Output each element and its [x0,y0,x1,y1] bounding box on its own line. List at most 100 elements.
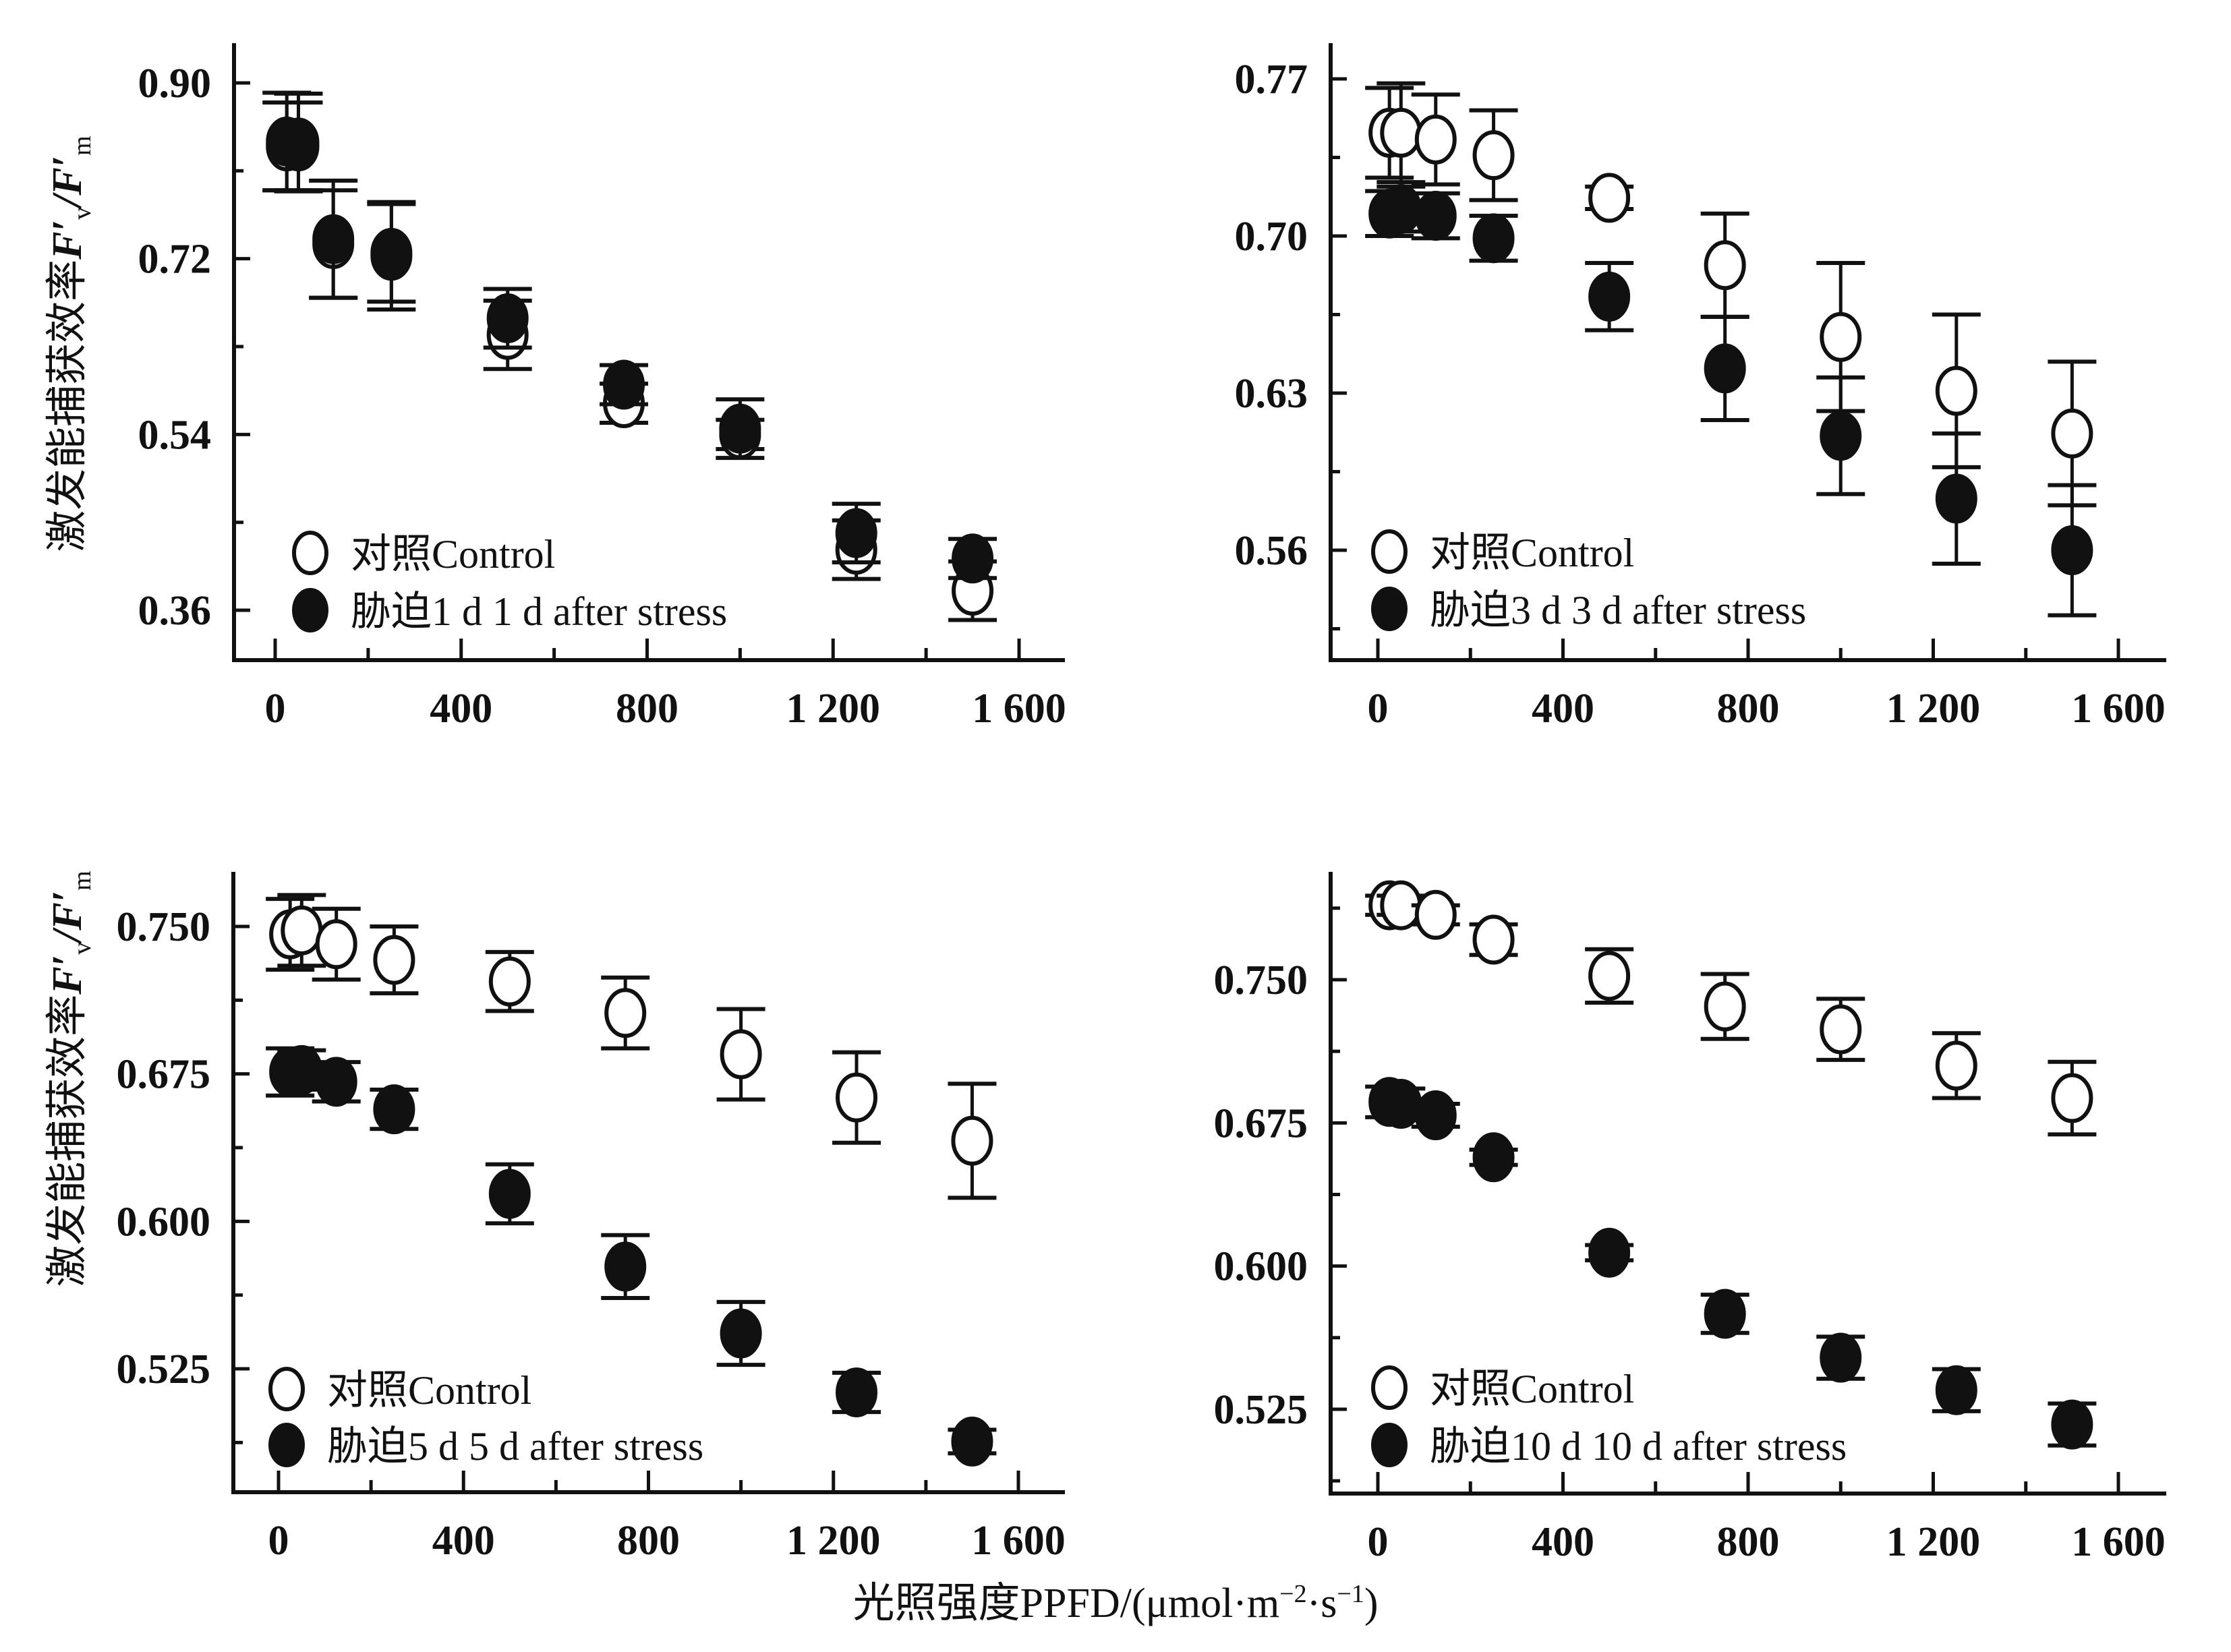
legend-marker-control [1371,1365,1408,1410]
y-tick-label: 0.36 [138,588,212,634]
data-point-control [604,988,647,1038]
data-point-control [1704,981,1746,1032]
data-point-stress [604,1241,647,1292]
x-tick-label: 1 200 [1886,686,1981,732]
x-tick-label: 0 [1368,686,1389,732]
data-point-stress [281,1044,323,1095]
data-point-stress [1704,1289,1746,1339]
data-point-stress [1588,1227,1631,1278]
legend-marker-stress [1371,1423,1408,1467]
panel-bottom-right: 0.750 0.675 0.600 0.525 0 400 800 1 200 1 600 对照C… [1214,872,2166,1565]
data-point-control [2051,408,2093,459]
series-stress [266,1044,997,1467]
data-point-control [836,1072,878,1123]
data-point-stress [719,403,761,454]
y-tick-label: 0.525 [1214,1387,1308,1433]
panel-top-right: 0.77 0.70 0.63 0.56 0 400 800 1 200 1 600 对照Contr… [1235,43,2166,732]
y-tick-label: 0.54 [138,412,212,458]
x-tick-label: 800 [1717,1519,1780,1565]
data-point-stress [1414,191,1457,241]
y-tick-label: 0.90 [138,61,212,107]
legend-marker-stress [1371,587,1408,631]
y-label-symbol1: F′ [45,220,90,260]
x-tick-label: 1 200 [1886,1519,1981,1565]
y-label-prefix: 激发能捕获效率 [45,260,90,552]
data-point-control [1935,365,1977,416]
y-tick-label: 0.600 [117,1199,211,1245]
y-tick-label: 0.56 [1235,528,1308,574]
y-tick-label: 0.77 [1235,57,1308,102]
x-tick-label: 0 [265,686,286,732]
legend-marker-stress [292,588,328,632]
data-point-control [1414,889,1457,940]
y-label-sub1: v [68,207,96,220]
data-point-stress [603,359,645,410]
legend-label-control: 对照Control [351,532,555,577]
data-point-stress [488,1169,531,1219]
x-label-sup1: −2 [1279,1580,1306,1608]
data-point-control [1472,130,1515,181]
data-point-stress [2051,525,2093,575]
data-point-control [488,956,531,1007]
y-label-symbol2: F′ [45,156,90,196]
y-tick-label: 0.72 [138,237,212,283]
x-tick-label: 1 600 [2071,686,2166,732]
data-point-stress [277,117,320,168]
y-tick-label: 0.675 [117,1052,211,1098]
data-point-stress [1472,213,1515,264]
data-point-stress [836,1367,878,1417]
x-tick-label: 800 [617,1518,680,1564]
data-point-control [1472,914,1515,965]
y-axis-label-top: 激发能捕获效率F′v/F′m [45,136,96,552]
data-point-stress [1414,1090,1457,1141]
y-label-symbol1: F′ [45,955,90,995]
legend-marker-stress [268,1423,305,1467]
data-point-stress [2051,1399,2093,1450]
data-point-stress [312,214,355,264]
series-control [1365,880,2097,1137]
x-tick-label: 1 200 [786,1518,881,1564]
data-point-stress [1472,1132,1515,1183]
y-tick-label: 0.750 [117,904,211,950]
data-point-stress [720,1308,762,1359]
series-stress [262,90,997,584]
data-point-stress [373,1084,415,1135]
data-point-stress [315,1057,357,1107]
legend: 对照Control 胁迫3 d 3 d after stress [1371,529,1806,632]
legend-label-control: 对照Control [1430,531,1634,575]
x-axis-label: 光照强度PPFD/(μmol·m−2·s−1) [853,1580,1379,1626]
y-tick-label: 0.600 [1214,1244,1308,1290]
x-tick-label: 1 600 [971,1518,1066,1564]
y-label-sub1: v [68,942,96,955]
panel-top-left: 0.90 0.72 0.54 0.36 0 400 800 1 200 1 600 对照Contr… [138,43,1066,732]
legend-marker-control [268,1367,305,1411]
x-tick-label: 0 [268,1518,289,1564]
legend-marker-control [292,531,328,575]
data-point-control [1380,107,1422,158]
x-label-text: 光照强度PPFD/(μmol·m [853,1581,1280,1626]
data-point-control [720,1029,762,1080]
series-stress [1365,1077,2097,1450]
legend-label-stress: 胁迫10 d 10 d after stress [1430,1424,1847,1469]
x-tick-label: 1 600 [972,686,1066,732]
data-point-control [1588,173,1631,223]
legend-label-control: 对照Control [327,1368,531,1413]
data-point-control [951,1115,993,1166]
x-label-end: ) [1364,1581,1379,1626]
data-point-control [281,905,323,955]
legend-label-stress: 胁迫3 d 3 d after stress [1430,588,1806,632]
x-label-sup2: −1 [1337,1580,1364,1608]
data-point-stress [1704,343,1746,394]
series-control [266,893,997,1200]
y-label-symbol2: F′ [45,891,90,931]
data-point-control [1704,240,1746,291]
x-tick-label: 800 [1717,686,1780,732]
x-label-mid: ·s [1307,1581,1337,1626]
y-tick-label: 0.750 [1214,957,1308,1003]
legend-label-control: 对照Control [1430,1367,1634,1411]
series-stress [1365,184,2097,618]
data-point-stress [1935,473,1977,524]
x-tick-label: 1 600 [2071,1519,2166,1565]
